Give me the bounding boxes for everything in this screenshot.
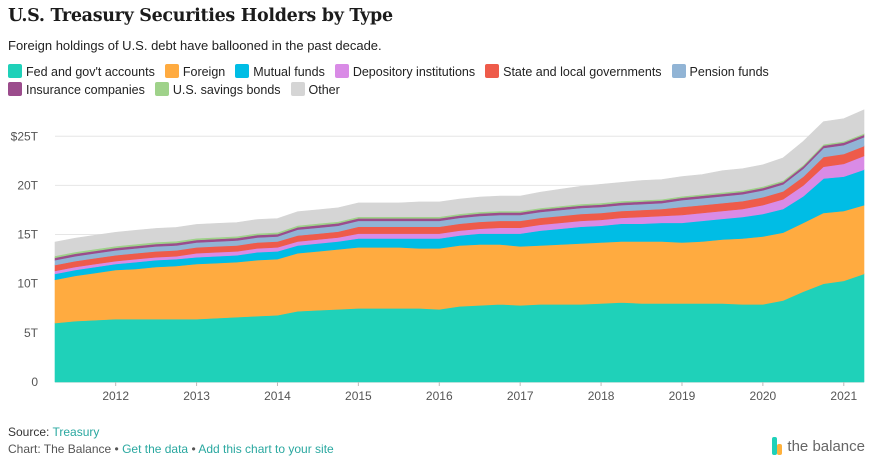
- x-tick-label: 2013: [183, 389, 210, 403]
- legend-label: Foreign: [182, 65, 226, 79]
- footer: Source: Treasury Chart: The Balance • Ge…: [8, 424, 334, 458]
- chart-legend: Fed and gov't accounts Foreign Mutual fund…: [8, 63, 868, 99]
- legend-swatch: [235, 64, 250, 78]
- legend-label: U.S. savings bonds: [172, 83, 281, 97]
- legend-swatch: [290, 82, 305, 96]
- x-tick-label: 2018: [588, 389, 615, 403]
- legend-item[interactable]: Pension funds: [671, 63, 769, 81]
- x-tick-label: 2015: [345, 389, 372, 403]
- legend-item[interactable]: Mutual funds: [235, 63, 325, 81]
- x-tick-label: 2016: [426, 389, 453, 403]
- brand-name: the balance: [787, 437, 865, 455]
- area-series[interactable]: [54, 109, 865, 257]
- y-tick-label: 5T: [24, 326, 39, 340]
- separator: •: [191, 442, 196, 456]
- y-tick-label: $25T: [11, 129, 39, 143]
- legend-swatch: [485, 64, 500, 78]
- y-tick-label: 15T: [17, 228, 38, 242]
- legend-label: Pension funds: [689, 65, 769, 79]
- legend-item[interactable]: Foreign: [164, 63, 226, 81]
- legend-item[interactable]: Fed and gov't accounts: [8, 63, 155, 81]
- legend-swatch: [8, 64, 22, 78]
- source-link[interactable]: Treasury: [52, 425, 100, 439]
- x-tick-label: 2021: [830, 389, 857, 403]
- get-data-link[interactable]: Get the data: [122, 442, 189, 456]
- area-series-group: [54, 109, 865, 383]
- legend-swatch: [671, 64, 686, 78]
- y-axis-ticks: 0 5T 10T 15T 20T $25T: [11, 129, 39, 389]
- brand-logo: the balance: [772, 437, 865, 455]
- legend-swatch: [8, 82, 22, 96]
- y-tick-label: 0: [31, 375, 38, 389]
- separator: •: [114, 442, 119, 456]
- source-label: Source:: [8, 425, 50, 439]
- y-tick-label: 20T: [17, 178, 38, 192]
- chart-title: U.S. Treasury Securities Holders by Type: [8, 6, 393, 26]
- x-tick-label: 2019: [669, 389, 696, 403]
- legend-swatch: [164, 64, 179, 78]
- legend-label: Mutual funds: [253, 65, 325, 79]
- balance-logo-icon: [772, 437, 783, 455]
- legend-item[interactable]: State and local governments: [485, 63, 662, 81]
- legend-item[interactable]: Insurance companies: [8, 81, 145, 99]
- legend-swatch: [154, 82, 169, 96]
- legend-label: Insurance companies: [26, 83, 145, 97]
- x-tick-label: 2020: [750, 389, 777, 403]
- chart-credit: Chart: The Balance: [8, 442, 112, 456]
- legend-item[interactable]: U.S. savings bonds: [154, 81, 281, 99]
- legend-label: Fed and gov't accounts: [26, 65, 155, 79]
- x-tick-label: 2017: [507, 389, 534, 403]
- source-line: Source: Treasury: [8, 424, 334, 441]
- legend-label: Other: [308, 83, 340, 97]
- x-axis-ticks: 2012 2013 2014 2015 2016 2017 2018 2019 2020 2021: [102, 382, 857, 403]
- legend-label: Depository institutions: [352, 65, 476, 79]
- credit-line: Chart: The Balance • Get the data • Add …: [8, 441, 334, 458]
- legend-item[interactable]: Other: [290, 81, 340, 99]
- chart-subtitle: Foreign holdings of U.S. debt have ballo…: [8, 38, 382, 53]
- legend-item[interactable]: Depository institutions: [334, 63, 476, 81]
- y-tick-label: 10T: [17, 277, 38, 291]
- add-chart-link[interactable]: Add this chart to your site: [198, 442, 334, 456]
- x-tick-label: 2012: [102, 389, 129, 403]
- legend-label: State and local governments: [503, 65, 662, 79]
- legend-swatch: [334, 64, 349, 78]
- x-tick-label: 2014: [264, 389, 291, 403]
